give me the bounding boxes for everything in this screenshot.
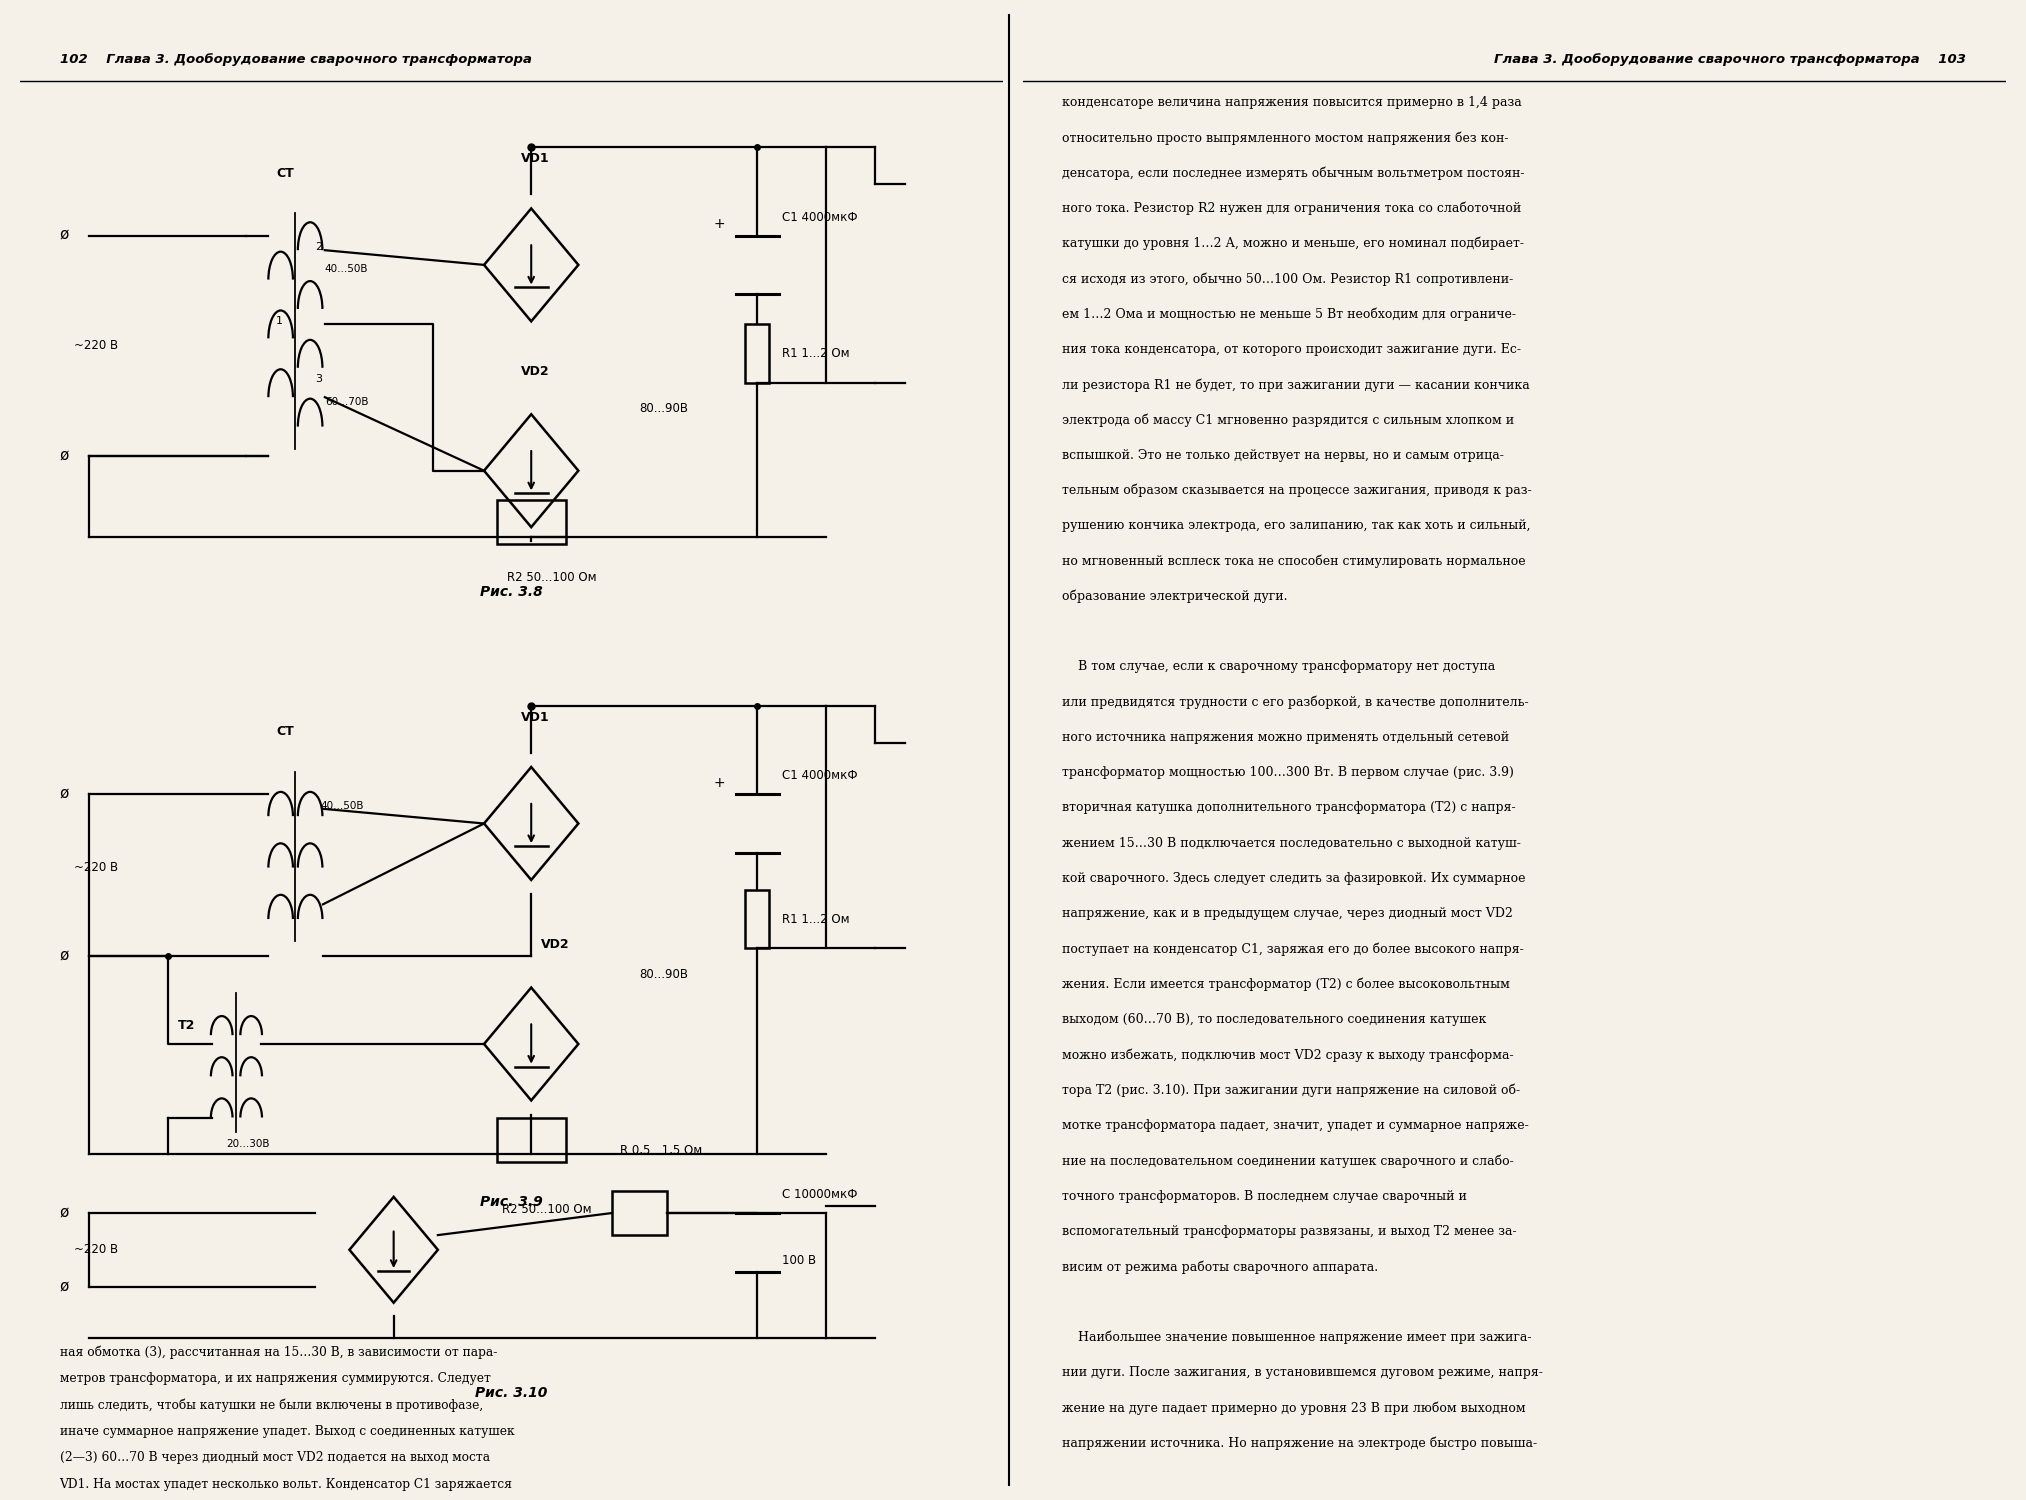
Text: висим от режима работы сварочного аппарата.: висим от режима работы сварочного аппара… <box>1062 1260 1378 1274</box>
Text: 60...70В: 60...70В <box>324 396 369 406</box>
Text: ния тока конденсатора, от которого происходит зажигание дуги. Ес-: ния тока конденсатора, от которого проис… <box>1062 344 1522 355</box>
Bar <box>746 324 770 382</box>
Text: кой сварочного. Здесь следует следить за фазировкой. Их суммарное: кой сварочного. Здесь следует следить за… <box>1062 871 1526 885</box>
Text: ø: ø <box>61 786 69 801</box>
Text: трансформатор мощностью 100…300 Вт. В первом случае (рис. 3.9): трансформатор мощностью 100…300 Вт. В пе… <box>1062 766 1513 778</box>
Text: тора Т2 (рис. 3.10). При зажигании дуги напряжение на силовой об-: тора Т2 (рис. 3.10). При зажигании дуги … <box>1062 1083 1522 1096</box>
Text: 100 В: 100 В <box>782 1254 816 1268</box>
Text: R2 50...100 Ом: R2 50...100 Ом <box>502 1203 592 1216</box>
Text: ø: ø <box>61 448 69 464</box>
Text: 80...90В: 80...90В <box>640 402 689 416</box>
Text: катушки до уровня 1…2 А, можно и меньше, его номинал подбирает-: катушки до уровня 1…2 А, можно и меньше,… <box>1062 237 1524 250</box>
Text: VD2: VD2 <box>521 364 549 378</box>
Text: VD2: VD2 <box>541 939 569 951</box>
Text: 40...50В: 40...50В <box>320 801 363 812</box>
Text: 20...30В: 20...30В <box>227 1138 269 1149</box>
Text: нии дуги. После зажигания, в установившемся дуговом режиме, напря-: нии дуги. После зажигания, в установивше… <box>1062 1366 1544 1378</box>
Text: СТ: СТ <box>278 726 294 738</box>
Text: 1: 1 <box>276 315 284 326</box>
Text: ние на последовательном соединении катушек сварочного и слабо-: ние на последовательном соединении катуш… <box>1062 1155 1513 1168</box>
Text: выходом (60…70 В), то последовательного соединения катушек: выходом (60…70 В), то последовательного … <box>1062 1013 1487 1026</box>
Text: R 0,5...1,5 Ом: R 0,5...1,5 Ом <box>620 1144 701 1158</box>
Text: +: + <box>713 776 725 789</box>
Text: Наибольшее значение повышенное напряжение имеет при зажига-: Наибольшее значение повышенное напряжени… <box>1062 1330 1532 1344</box>
Text: относительно просто выпрямленного мостом напряжения без кон-: относительно просто выпрямленного мостом… <box>1062 130 1509 144</box>
Text: рушению кончика электрода, его залипанию, так как хоть и сильный,: рушению кончика электрода, его залипанию… <box>1062 519 1532 532</box>
Text: ~220 В: ~220 В <box>75 861 118 874</box>
Text: образование электрической дуги.: образование электрической дуги. <box>1062 590 1289 603</box>
Bar <box>496 1118 565 1161</box>
Text: вспышкой. Это не только действует на нервы, но и самым отрица-: вспышкой. Это не только действует на нер… <box>1062 448 1505 462</box>
Text: С1 4000мкФ: С1 4000мкФ <box>782 770 857 783</box>
Text: напряжении источника. Но напряжение на электроде быстро повыша-: напряжении источника. Но напряжение на э… <box>1062 1437 1538 1450</box>
Text: VD1. На мостах упадет несколько вольт. Конденсатор С1 заряжается: VD1. На мостах упадет несколько вольт. К… <box>59 1478 513 1491</box>
Text: 40...50В: 40...50В <box>324 264 369 274</box>
Text: R1 1...2 Ом: R1 1...2 Ом <box>782 912 849 926</box>
Text: вторичная катушка дополнительного трансформатора (Т2) с напря-: вторичная катушка дополнительного трансф… <box>1062 801 1515 814</box>
Text: R1 1...2 Ом: R1 1...2 Ом <box>782 346 849 360</box>
Text: ~220 В: ~220 В <box>75 1244 118 1257</box>
Text: С1 4000мкФ: С1 4000мкФ <box>782 211 857 223</box>
Text: Рис. 3.10: Рис. 3.10 <box>476 1386 547 1400</box>
Text: +: + <box>713 217 725 231</box>
Text: денсатора, если последнее измерять обычным вольтметром постоян-: денсатора, если последнее измерять обычн… <box>1062 166 1526 180</box>
Text: VD1: VD1 <box>521 711 549 723</box>
Text: ~220 В: ~220 В <box>75 339 118 352</box>
Text: ся исходя из этого, обычно 50…100 Ом. Резистор R1 сопротивлени-: ся исходя из этого, обычно 50…100 Ом. Ре… <box>1062 273 1513 285</box>
Text: тельным образом сказывается на процессе зажигания, приводя к раз-: тельным образом сказывается на процессе … <box>1062 484 1532 498</box>
Bar <box>496 500 565 544</box>
Text: точного трансформаторов. В последнем случае сварочный и: точного трансформаторов. В последнем слу… <box>1062 1190 1467 1203</box>
Text: ø: ø <box>61 948 69 963</box>
Text: лишь следить, чтобы катушки не были включены в противофазе,: лишь следить, чтобы катушки не были вклю… <box>59 1398 482 1411</box>
Text: мотке трансформатора падает, значит, упадет и суммарное напряже-: мотке трансформатора падает, значит, упа… <box>1062 1119 1530 1132</box>
Text: поступает на конденсатор С1, заряжая его до более высокого напря-: поступает на конденсатор С1, заряжая его… <box>1062 942 1524 956</box>
Text: 80...90В: 80...90В <box>640 968 689 981</box>
Text: вспомогательный трансформаторы развязаны, и выход Т2 менее за-: вспомогательный трансформаторы развязаны… <box>1062 1226 1517 1238</box>
Text: ø: ø <box>61 228 69 243</box>
Text: электрода об массу С1 мгновенно разрядится с сильным хлопком и: электрода об массу С1 мгновенно разрядит… <box>1062 414 1515 428</box>
Bar <box>746 890 770 948</box>
Text: ли резистора R1 не будет, то при зажигании дуги — касании кончика: ли резистора R1 не будет, то при зажиган… <box>1062 378 1530 392</box>
Text: иначе суммарное напряжение упадет. Выход с соединенных катушек: иначе суммарное напряжение упадет. Выход… <box>59 1425 515 1437</box>
Text: 102    Глава 3. Дооборудование сварочного трансформатора: 102 Глава 3. Дооборудование сварочного т… <box>59 54 531 66</box>
Text: можно избежать, подключив мост VD2 сразу к выходу трансформа-: можно избежать, подключив мост VD2 сразу… <box>1062 1048 1513 1062</box>
Text: ного источника напряжения можно применять отдельный сетевой: ного источника напряжения можно применят… <box>1062 730 1509 744</box>
Text: метров трансформатора, и их напряжения суммируются. Следует: метров трансформатора, и их напряжения с… <box>59 1372 490 1384</box>
Text: ная обмотка (3), рассчитанная на 15…30 В, в зависимости от пара-: ная обмотка (3), рассчитанная на 15…30 В… <box>59 1346 496 1359</box>
Text: жением 15…30 В подключается последовательно с выходной катуш-: жением 15…30 В подключается последовател… <box>1062 837 1522 849</box>
Text: или предвидятся трудности с его разборкой, в качестве дополнитель-: или предвидятся трудности с его разборко… <box>1062 696 1530 709</box>
Text: конденсаторе величина напряжения повысится примерно в 1,4 раза: конденсаторе величина напряжения повысит… <box>1062 96 1522 109</box>
Text: VD1: VD1 <box>521 152 549 165</box>
Text: жение на дуге падает примерно до уровня 23 В при любом выходном: жение на дуге падает примерно до уровня … <box>1062 1401 1526 1414</box>
Text: В том случае, если к сварочному трансформатору нет доступа: В том случае, если к сварочному трансфор… <box>1062 660 1495 674</box>
Text: ø: ø <box>61 1280 69 1294</box>
Text: но мгновенный всплеск тока не способен стимулировать нормальное: но мгновенный всплеск тока не способен с… <box>1062 555 1526 568</box>
Text: С 10000мкФ: С 10000мкФ <box>782 1188 857 1202</box>
Text: (2—3) 60…70 В через диодный мост VD2 подается на выход моста: (2—3) 60…70 В через диодный мост VD2 под… <box>59 1450 490 1464</box>
Text: СТ: СТ <box>278 166 294 180</box>
Bar <box>612 1191 667 1234</box>
Text: ø: ø <box>61 1206 69 1221</box>
Text: ем 1…2 Ома и мощностью не меньше 5 Вт необходим для ограниче-: ем 1…2 Ома и мощностью не меньше 5 Вт не… <box>1062 308 1515 321</box>
Text: Рис. 3.9: Рис. 3.9 <box>480 1194 543 1209</box>
Text: ного тока. Резистор R2 нужен для ограничения тока со слаботочной: ного тока. Резистор R2 нужен для огранич… <box>1062 201 1522 214</box>
Text: напряжение, как и в предыдущем случае, через диодный мост VD2: напряжение, как и в предыдущем случае, ч… <box>1062 908 1513 921</box>
Text: 2: 2 <box>316 242 322 252</box>
Text: R2 50...100 Ом: R2 50...100 Ом <box>506 572 596 584</box>
Text: T2: T2 <box>178 1020 194 1032</box>
Text: жения. Если имеется трансформатор (Т2) с более высоковольтным: жения. Если имеется трансформатор (Т2) с… <box>1062 978 1509 992</box>
Text: Глава 3. Дооборудование сварочного трансформатора    103: Глава 3. Дооборудование сварочного транс… <box>1495 54 1967 66</box>
Text: 3: 3 <box>316 375 322 384</box>
Text: Рис. 3.8: Рис. 3.8 <box>480 585 543 598</box>
